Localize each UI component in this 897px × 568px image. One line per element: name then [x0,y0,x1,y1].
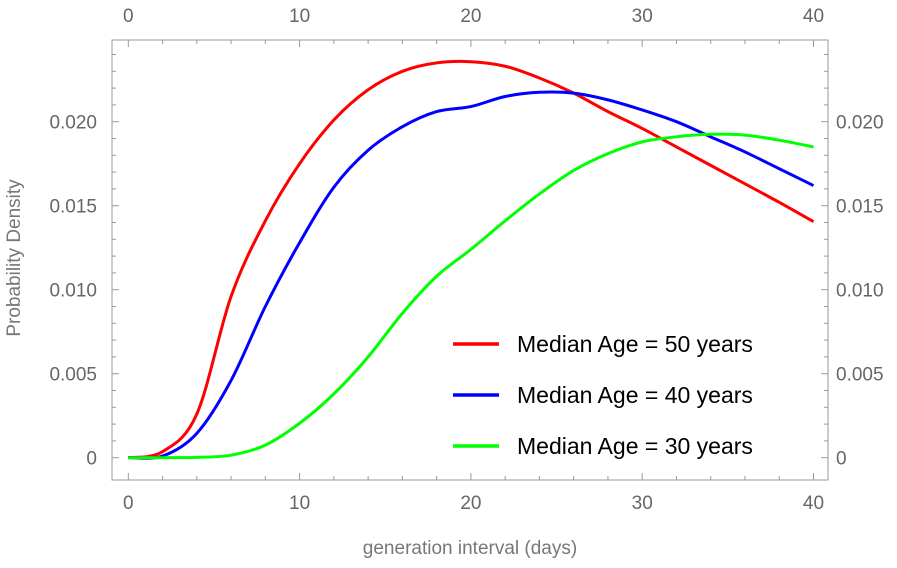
x-tick-label-bottom: 10 [289,493,310,514]
tick-labels: 0 0 10 10 20 20 30 30 40 40 0 0 0.005 0.005 0.010 0.010… [49,6,883,514]
legend-label-1: Median Age = 50 years [517,331,753,357]
legend: Median Age = 50 years Median Age = 40 yea… [453,331,753,459]
y-tick-label-left: 0.015 [49,197,97,218]
x-tick-label-top: 40 [803,6,824,27]
plot-frame [111,39,829,481]
x-tick-label-top: 30 [632,6,653,27]
y-tick-label-right: 0.010 [836,281,884,302]
y-axis-label: Probability Density [4,179,25,337]
series-line-1 [128,59,815,460]
y-tick-label-right: 0.015 [836,197,884,218]
series-line-3 [128,132,814,460]
x-tick-label-top: 10 [289,6,310,27]
x-tick-label-top: 20 [460,6,481,27]
y-tick-label-left: 0.010 [49,281,97,302]
x-tick-label-bottom: 30 [632,493,653,514]
x-tick-label-bottom: 0 [123,493,134,514]
legend-label-2: Median Age = 40 years [517,382,753,408]
x-tick-label-bottom: 40 [803,493,824,514]
series-lines [128,59,815,460]
y-tick-label-right: 0 [836,449,847,470]
x-tick-label-top: 0 [123,6,134,27]
y-tick-label-left: 0.020 [49,113,97,134]
y-tick-label-left: 0.005 [49,365,97,386]
legend-label-3: Median Age = 30 years [517,433,753,459]
ticks [112,40,828,480]
x-axis-label: generation interval (days) [363,538,577,559]
series-line-2 [128,90,815,460]
y-tick-label-left: 0 [86,449,97,470]
y-tick-label-right: 0.020 [836,113,884,134]
x-tick-label-bottom: 20 [460,493,481,514]
y-tick-label-right: 0.005 [836,365,884,386]
